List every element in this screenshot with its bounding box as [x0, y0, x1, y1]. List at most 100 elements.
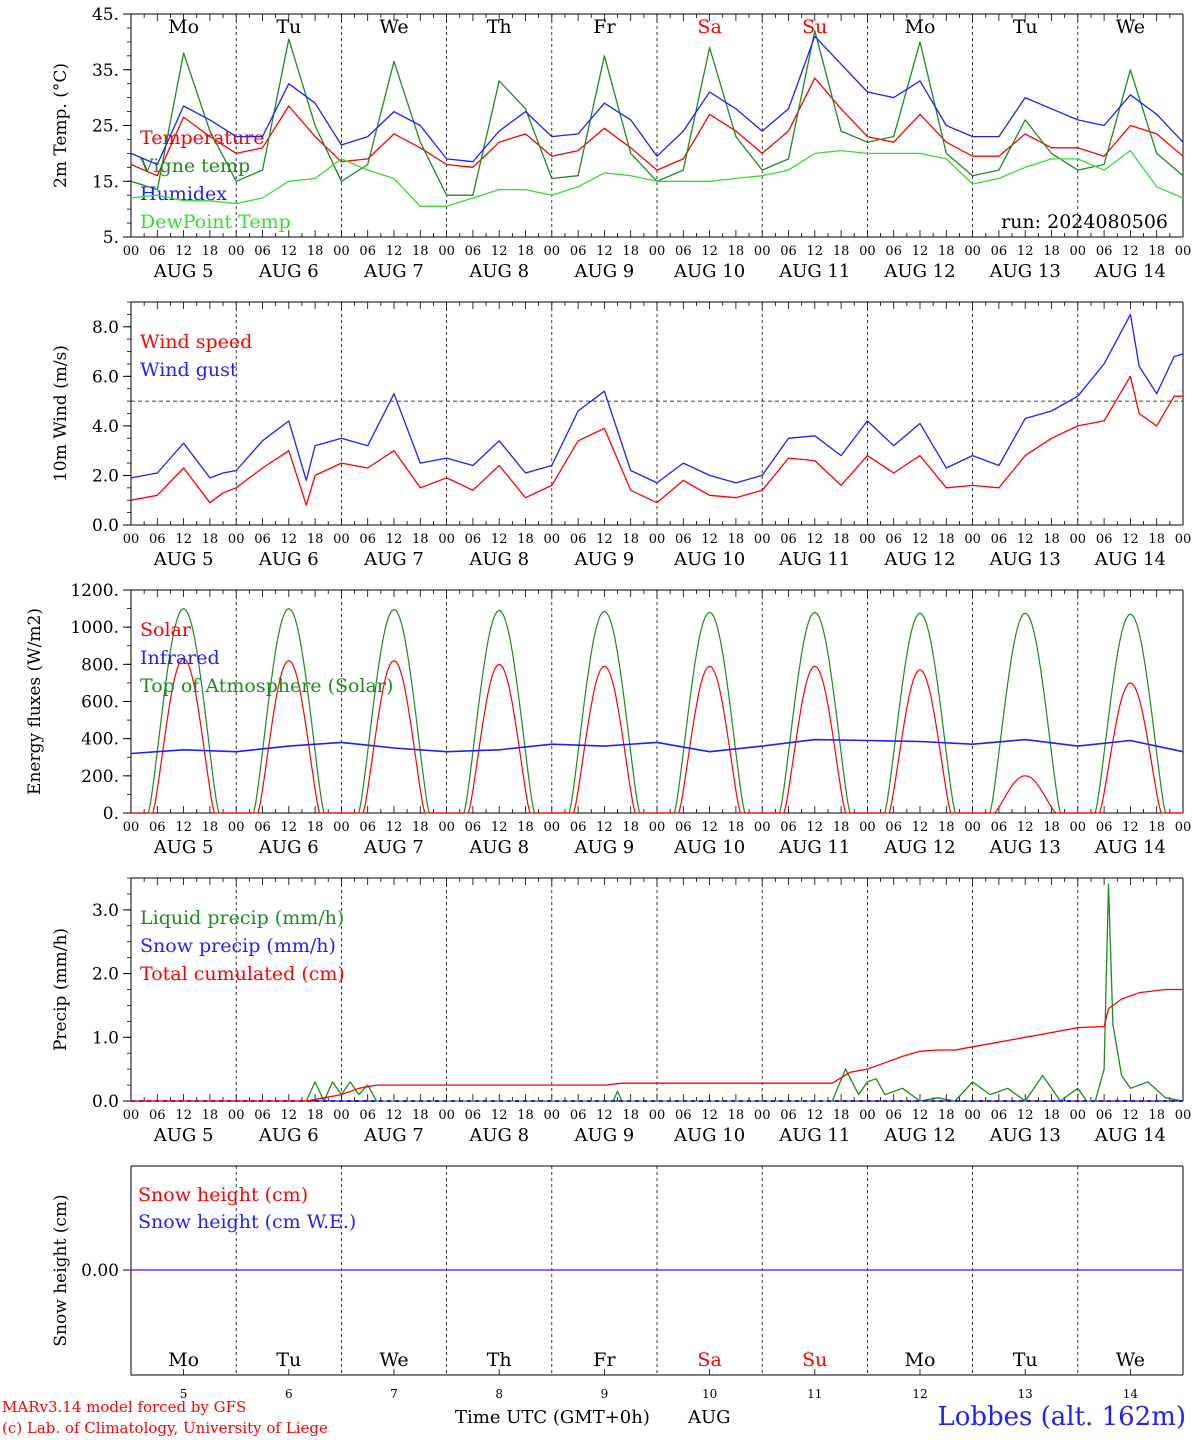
temp-legend-entry: Temperature	[140, 127, 264, 149]
x-tick-label: 00	[649, 1108, 666, 1123]
x-tick-label: 12	[386, 244, 403, 259]
x-tick-label: 06	[1096, 1108, 1113, 1123]
x-tick-label: 00	[1175, 820, 1192, 835]
run-label: run: 2024080506	[1001, 211, 1168, 233]
y-tick-label: 1.0	[92, 1028, 119, 1048]
x-tick-label: 18	[517, 1108, 534, 1123]
x-tick-label: 00	[1175, 244, 1192, 259]
x-tick-label: 18	[622, 820, 639, 835]
temp-series-line	[130, 149, 1184, 207]
precip-series-line	[131, 883, 1184, 1102]
date-label: AUG 11	[778, 261, 850, 282]
day-number-label: 5	[180, 1387, 188, 1401]
x-tick-label: 18	[622, 244, 639, 259]
x-tick-label: 00	[754, 244, 771, 259]
weekday-label-top: Tu	[1013, 16, 1038, 38]
x-tick-label: 06	[1096, 820, 1113, 835]
x-tick-label: 12	[281, 820, 298, 835]
date-label: AUG 14	[1094, 261, 1166, 282]
x-tick-label: 06	[780, 820, 797, 835]
date-label: AUG 10	[673, 837, 745, 858]
date-label: AUG 12	[883, 1125, 955, 1146]
temp-legend-entry: DewPoint Temp	[140, 211, 291, 233]
y-tick-label: 0.	[103, 804, 119, 824]
x-tick-label: 00	[859, 244, 876, 259]
x-tick-label: 18	[833, 244, 850, 259]
x-tick-label: 12	[386, 820, 403, 835]
x-tick-label: 12	[596, 820, 613, 835]
date-label: AUG 14	[1094, 837, 1166, 858]
snow-legend-entry: Snow height (cm W.E.)	[138, 1211, 356, 1233]
weekday-label-bottom: Sa	[697, 1349, 721, 1371]
date-label: AUG 11	[778, 837, 850, 858]
x-tick-label: 00	[964, 820, 981, 835]
date-label: AUG 7	[363, 1125, 424, 1146]
y-tick-label: 400.	[81, 730, 119, 750]
day-number-label: 9	[601, 1387, 609, 1401]
date-label: AUG 7	[363, 837, 424, 858]
x-tick-label: 00	[544, 244, 561, 259]
x-tick-label: 18	[728, 244, 745, 259]
x-tick-label: 12	[281, 244, 298, 259]
temp-series-line	[130, 77, 1184, 177]
x-tick-label: 00	[1175, 532, 1192, 547]
date-label: AUG 10	[673, 1125, 745, 1146]
x-tick-label: 12	[1017, 820, 1034, 835]
weekday-label-top: We	[1116, 16, 1145, 38]
solar-line	[131, 658, 1183, 814]
x-tick-label: 18	[728, 820, 745, 835]
x-tick-label: 12	[491, 820, 508, 835]
date-label: AUG 11	[778, 1125, 850, 1146]
x-tick-label: 12	[701, 820, 718, 835]
y-tick-label: 0.0	[92, 516, 119, 536]
x-tick-label: 18	[412, 532, 429, 547]
date-label: AUG 13	[989, 549, 1061, 570]
x-tick-label: 00	[649, 532, 666, 547]
x-tick-label: 06	[675, 820, 692, 835]
day-number-label: 14	[1123, 1387, 1139, 1401]
x-tick-label: 06	[780, 532, 797, 547]
x-tick-label: 18	[1148, 1108, 1165, 1123]
date-label: AUG 5	[153, 1125, 214, 1146]
energy-legend-entry: Solar	[140, 619, 192, 641]
temp-legend-entry: Vigne temp	[139, 155, 250, 177]
x-tick-label: 06	[991, 532, 1008, 547]
weekday-label-bottom: Tu	[276, 1349, 301, 1371]
weekday-label-top: Sa	[697, 16, 721, 38]
snow-y-label: Snow height (cm)	[51, 1194, 71, 1346]
x-tick-label: 18	[1043, 1108, 1060, 1123]
x-tick-label: 06	[570, 1108, 587, 1123]
x-tick-label: 12	[912, 532, 929, 547]
date-label: AUG 5	[153, 837, 214, 858]
weekday-label-bottom: Fr	[593, 1349, 616, 1371]
x-tick-label: 06	[465, 820, 482, 835]
date-label: AUG 10	[673, 261, 745, 282]
x-tick-label: 06	[570, 820, 587, 835]
x-tick-label: 18	[833, 532, 850, 547]
y-tick-label: 200.	[81, 767, 119, 787]
x-tick-label: 06	[675, 532, 692, 547]
x-tick-label: 12	[596, 1108, 613, 1123]
x-tick-label: 00	[438, 1108, 455, 1123]
x-tick-label: 06	[991, 820, 1008, 835]
y-tick-label: 45.	[92, 5, 119, 25]
x-tick-label: 12	[807, 532, 824, 547]
x-tick-label: 18	[412, 820, 429, 835]
date-label: AUG 13	[989, 837, 1061, 858]
x-tick-label: 12	[596, 532, 613, 547]
x-tick-label: 00	[1070, 1108, 1087, 1123]
x-tick-label: 00	[438, 820, 455, 835]
x-tick-label: 00	[964, 1108, 981, 1123]
x-tick-label: 00	[123, 820, 140, 835]
y-tick-label: 8.0	[92, 318, 119, 338]
x-tick-label: 06	[359, 820, 376, 835]
weekday-label-top: Su	[802, 16, 827, 38]
y-tick-label: 800.	[81, 655, 119, 675]
day-number-label: 7	[390, 1387, 398, 1401]
weekday-label-top: Th	[487, 16, 512, 38]
x-tick-label: 00	[438, 244, 455, 259]
date-label: AUG 13	[989, 1125, 1061, 1146]
x-tick-label: 18	[412, 1108, 429, 1123]
snow-legend-entry: Snow height (cm)	[138, 1184, 308, 1206]
